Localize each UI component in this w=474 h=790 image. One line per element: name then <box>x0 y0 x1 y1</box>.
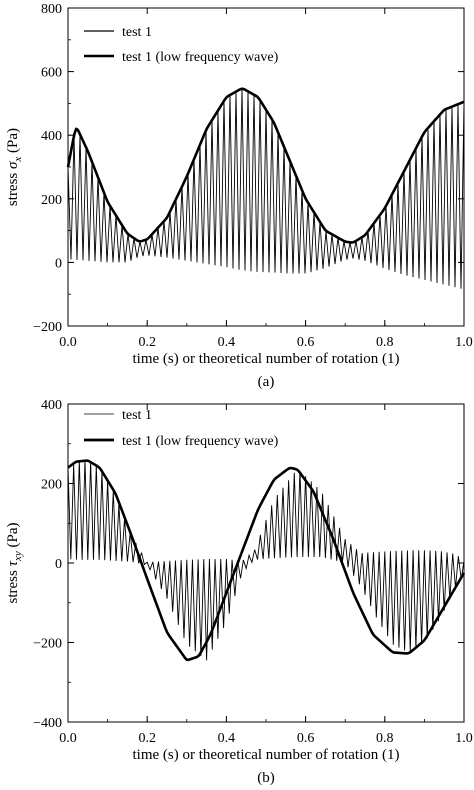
y-tick-label-a: 0 <box>55 256 62 271</box>
x-tick-label-a: 0.8 <box>376 335 394 350</box>
y-tick-label-b: 400 <box>41 398 62 413</box>
legend-label-lowfreq-a: test 1 (low frequency wave) <box>122 50 279 65</box>
y-tick-label-b: 200 <box>41 478 62 493</box>
series-group-b <box>67 459 466 662</box>
x-tick-label-a: 0.4 <box>218 335 236 350</box>
y-tick-label-a: 200 <box>41 193 62 208</box>
y-tick-label-a: −200 <box>33 320 62 335</box>
y-tick-label-a: 600 <box>41 66 62 81</box>
x-tick-label-b: 0.2 <box>138 731 156 746</box>
series-line-test1-b <box>67 459 465 661</box>
x-tick-label-b: 0.6 <box>297 731 315 746</box>
y-tick-label-b: −400 <box>33 716 62 731</box>
panel-caption-a: (a) <box>258 374 275 390</box>
series-line-lowfreq-b <box>67 459 466 662</box>
panel-caption-b: (b) <box>257 770 275 786</box>
legend-b: test 1 test 1 (low frequency wave) <box>84 408 279 449</box>
legend-label-test1-a: test 1 <box>122 25 152 40</box>
y-axis-title-b: stress τxy (Pa) <box>5 523 24 604</box>
y-tick-labels-b: 400 200 0 −200 −400 <box>33 398 62 731</box>
series-line-test1-a <box>67 88 465 289</box>
y-tick-label-a: 800 <box>41 2 62 17</box>
x-tick-label-b: 0.4 <box>218 731 236 746</box>
plot-frame-b <box>67 403 465 723</box>
x-tick-labels-a: 0.0 0.2 0.4 0.6 0.8 1.0 <box>59 335 473 350</box>
x-tick-label-b: 0.8 <box>376 731 394 746</box>
y-axis-title-a: stress σx (Pa) <box>5 128 24 206</box>
y-tick-label-b: 0 <box>55 557 62 572</box>
x-tick-label-b: 0.0 <box>59 731 77 746</box>
x-tick-label-b: 1.0 <box>455 731 473 746</box>
x-tick-label-a: 0.0 <box>59 335 77 350</box>
x-tick-labels-b: 0.0 0.2 0.4 0.6 0.8 1.0 <box>59 731 473 746</box>
x-axis-title-a: time (s) or theoretical number of rotati… <box>133 351 400 367</box>
chart-panel-a: 800 600 400 200 0 −200 0.0 0.2 0.4 0.6 0.8 1.0 tim… <box>5 2 473 390</box>
x-tick-label-a: 1.0 <box>455 335 473 350</box>
x-axis-title-b: time (s) or theoretical number of rotati… <box>133 747 400 763</box>
x-tick-label-a: 0.2 <box>138 335 156 350</box>
tick-marks-b <box>67 403 465 723</box>
y-tick-labels-a: 800 600 400 200 0 −200 <box>33 2 62 335</box>
legend-a: test 1 test 1 (low frequency wave) <box>84 25 279 65</box>
y-tick-label-a: 400 <box>41 129 62 144</box>
y-tick-label-b: −200 <box>33 637 62 652</box>
tick-marks-a <box>67 7 465 327</box>
series-line-lowfreq-a <box>66 87 465 244</box>
x-tick-label-a: 0.6 <box>297 335 315 350</box>
legend-label-lowfreq-b: test 1 (low frequency wave) <box>122 434 279 449</box>
chart-panel-b: 400 200 0 −200 −400 0.0 0.2 0.4 0.6 0.8 1.0 time … <box>5 398 473 786</box>
legend-label-test1-b: test 1 <box>122 408 152 423</box>
series-group-a <box>66 87 465 289</box>
